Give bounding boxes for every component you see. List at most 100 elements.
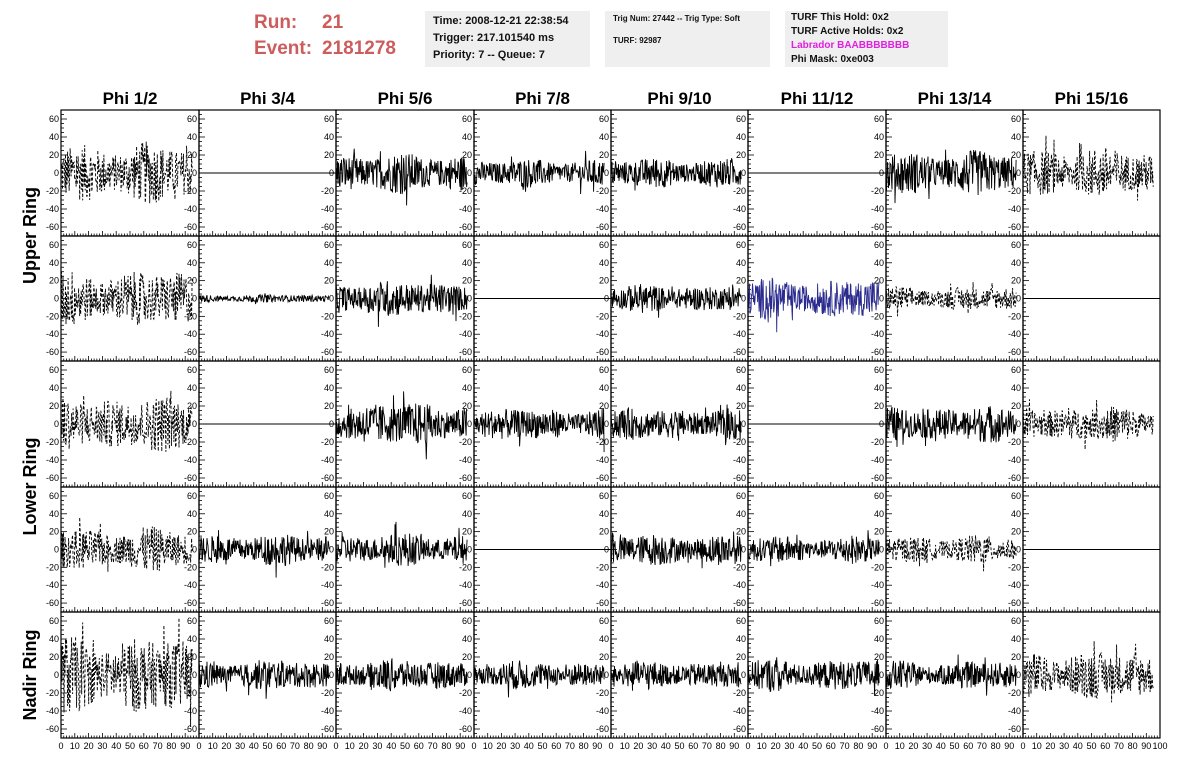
trace-solid (885, 149, 1017, 204)
y-tick-label: 40 (462, 383, 472, 393)
subplot-frame (1022, 611, 1161, 739)
y-tick-label: 20 (874, 401, 884, 411)
y-tick-label: 60 (324, 240, 334, 250)
y-tick-label: -40 (733, 204, 746, 214)
y-tick-label: 40 (324, 258, 334, 268)
y-tick-label: 0 (467, 168, 472, 178)
x-tick-label: 70 (565, 741, 575, 751)
x-tick-label: 90 (1004, 741, 1014, 751)
y-tick-label: -60 (596, 724, 609, 734)
y-tick-label: -60 (596, 473, 609, 483)
x-tick-label: 90 (592, 741, 602, 751)
y-tick-label: 20 (462, 527, 472, 537)
y-tick-label: -40 (46, 580, 59, 590)
y-tick-label: -40 (459, 455, 472, 465)
column-header: Phi 15/16 (1055, 89, 1129, 108)
y-tick-label: 0 (604, 670, 609, 680)
trace-dashed (1022, 641, 1154, 703)
ring-label: Upper Ring (20, 187, 40, 284)
trace-solid (198, 530, 330, 578)
y-tick-label: 20 (187, 652, 197, 662)
y-tick-label: -20 (184, 311, 197, 321)
turf-text: TURF: 92987 (613, 36, 662, 45)
y-tick-label: 20 (1011, 150, 1021, 160)
y-tick-label: 40 (736, 132, 746, 142)
x-tick-label: 80 (166, 741, 176, 751)
y-tick-label: -40 (1008, 580, 1021, 590)
y-tick-label: -20 (459, 688, 472, 698)
x-tick-label: 20 (1045, 741, 1055, 751)
y-tick-label: 40 (599, 634, 609, 644)
y-tick-label: 40 (874, 132, 884, 142)
y-tick-label: -20 (871, 688, 884, 698)
x-tick-label: 50 (537, 741, 547, 751)
x-tick-label: 30 (235, 741, 245, 751)
trace-dashed (885, 282, 1017, 317)
y-tick-label: -20 (871, 311, 884, 321)
y-tick-label: -60 (459, 473, 472, 483)
y-tick-label: 60 (736, 365, 746, 375)
y-tick-label: 60 (49, 491, 59, 501)
x-tick-label: 0 (333, 741, 338, 751)
y-tick-label: 60 (599, 114, 609, 124)
y-tick-label: 60 (1011, 365, 1021, 375)
y-tick-label: 60 (462, 240, 472, 250)
y-tick-label: -20 (596, 437, 609, 447)
y-tick-label: 20 (187, 276, 197, 286)
y-tick-label: 20 (736, 527, 746, 537)
y-tick-label: 40 (1011, 509, 1021, 519)
y-tick-label: 60 (736, 491, 746, 501)
y-tick-label: 40 (736, 258, 746, 268)
x-tick-label: 50 (125, 741, 135, 751)
y-tick-label: 0 (1016, 419, 1021, 429)
y-tick-label: 40 (1011, 258, 1021, 268)
y-tick-label: 40 (1011, 634, 1021, 644)
x-tick-label: 40 (1073, 741, 1083, 751)
x-tick-label: 70 (428, 741, 438, 751)
column-header: Phi 9/10 (647, 89, 711, 108)
y-tick-label: -60 (321, 598, 334, 608)
x-tick-label: 60 (414, 741, 424, 751)
y-tick-label: -20 (184, 562, 197, 572)
turf-active-holds-text: TURF Active Holds: 0x2 (791, 26, 904, 37)
y-tick-label: -40 (871, 580, 884, 590)
y-tick-label: 60 (462, 616, 472, 626)
y-tick-label: 0 (879, 545, 884, 555)
y-tick-label: 20 (49, 276, 59, 286)
x-tick-label: 70 (1114, 741, 1124, 751)
y-tick-label: -60 (46, 598, 59, 608)
x-tick-label: 90 (1141, 741, 1151, 751)
trace-solid (885, 406, 1017, 447)
subplot-frame (60, 109, 200, 237)
column-header: Phi 5/6 (378, 89, 433, 108)
x-tick-label: 90 (180, 741, 190, 751)
trace-dashed (1022, 399, 1154, 450)
y-tick-label: -40 (184, 329, 197, 339)
y-tick-label: 60 (187, 114, 197, 124)
x-tick-label: 50 (1086, 741, 1096, 751)
trace-solid (473, 150, 605, 195)
y-tick-label: 20 (736, 150, 746, 160)
y-tick-label: -20 (596, 311, 609, 321)
x-tick-label: 30 (1059, 741, 1069, 751)
y-tick-label: -20 (733, 562, 746, 572)
y-tick-label: 40 (462, 258, 472, 268)
y-tick-label: -40 (596, 329, 609, 339)
y-tick-label: 40 (599, 383, 609, 393)
y-tick-label: -20 (46, 562, 59, 572)
y-tick-label: -60 (1008, 222, 1021, 232)
y-tick-label: 0 (329, 545, 334, 555)
y-tick-label: 60 (324, 114, 334, 124)
y-tick-label: -40 (184, 204, 197, 214)
column-header: Phi 11/12 (781, 89, 854, 108)
x-tick-label: 70 (153, 741, 163, 751)
x-tick-label: 20 (496, 741, 506, 751)
y-tick-label: 60 (462, 114, 472, 124)
y-tick-label: -40 (184, 706, 197, 716)
y-tick-label: 0 (741, 670, 746, 680)
trace-dashed (60, 271, 193, 325)
y-tick-label: -20 (459, 437, 472, 447)
y-tick-label: 0 (741, 419, 746, 429)
x-tick-label: 50 (262, 741, 272, 751)
